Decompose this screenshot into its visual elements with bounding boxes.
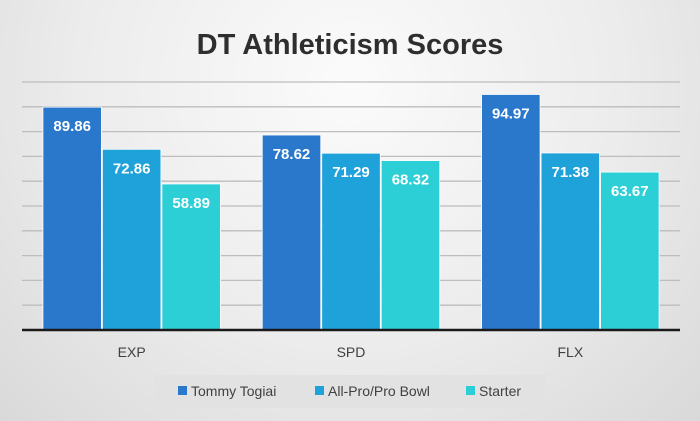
bar-flx-1 <box>540 152 600 331</box>
bars: 89.86 72.86 58.89 78.62 71.29 68.32 94.97 71.38… <box>22 94 680 332</box>
legend-label: All-Pro/Pro Bowl <box>328 383 430 399</box>
data-label: 71.38 <box>552 164 590 181</box>
legend-label: Tommy Togiai <box>191 383 276 399</box>
data-label: 68.32 <box>392 172 430 189</box>
legend-swatch <box>315 386 324 395</box>
legend-swatch <box>178 386 187 395</box>
x-tick-label: EXP <box>118 344 146 360</box>
legend-box <box>155 375 545 408</box>
bar-exp-2 <box>161 183 221 331</box>
data-label: 72.86 <box>113 160 151 177</box>
bar-flx-2 <box>600 171 660 331</box>
legend-label: Starter <box>479 383 521 399</box>
bar-spd-2 <box>380 160 441 331</box>
data-label: 71.29 <box>332 164 370 181</box>
bar-flx-0 <box>481 94 541 331</box>
x-tick-label: FLX <box>557 344 583 360</box>
bar-exp-0 <box>42 106 102 331</box>
legend: Tommy Togiai All-Pro/Pro Bowl Starter <box>155 375 545 408</box>
data-label: 58.89 <box>172 195 210 212</box>
bar-exp-1 <box>102 148 162 331</box>
x-tick-label: SPD <box>337 344 366 360</box>
chart-title: DT Athleticism Scores <box>197 29 504 61</box>
data-label: 78.62 <box>273 146 311 163</box>
data-label: 63.67 <box>611 183 649 200</box>
data-label: 89.86 <box>53 118 91 135</box>
bar-spd-0 <box>261 134 322 331</box>
data-label: 94.97 <box>492 105 530 122</box>
legend-swatch <box>466 386 475 395</box>
x-axis-labels: EXP SPD FLX <box>118 344 584 360</box>
